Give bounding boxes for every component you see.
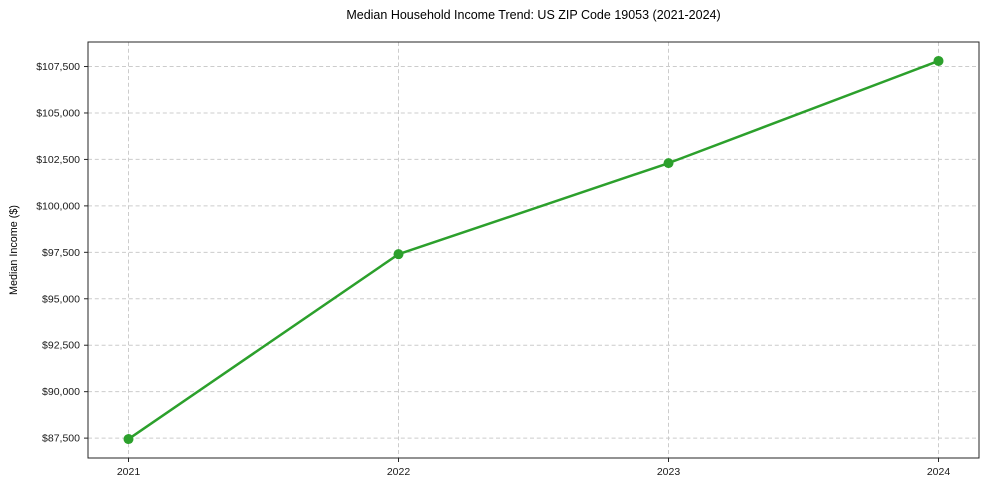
data-point (123, 434, 134, 445)
y-tick-label: $97,500 (42, 247, 80, 259)
x-tick-label: 2022 (387, 466, 411, 478)
x-tick-label: 2024 (927, 466, 951, 478)
y-tick-label: $90,000 (42, 386, 80, 398)
y-tick-label: $105,000 (36, 107, 80, 119)
data-point (393, 249, 404, 260)
y-tick-label: $95,000 (42, 293, 80, 305)
axes-frame (87, 41, 980, 459)
data-point (933, 55, 944, 66)
y-tick-label: $100,000 (36, 200, 80, 212)
y-tick-label: $87,500 (42, 433, 80, 445)
data-point (663, 158, 674, 169)
y-tick-label: $92,500 (42, 340, 80, 352)
y-tick-label: $102,500 (36, 154, 80, 166)
x-tick-label: 2021 (117, 466, 141, 478)
trend-line (127, 59, 940, 441)
y-tick-label: $107,500 (36, 61, 80, 73)
x-tick-label: 2023 (657, 466, 681, 478)
chart-title: Median Household Income Trend: US ZIP Co… (346, 8, 721, 22)
